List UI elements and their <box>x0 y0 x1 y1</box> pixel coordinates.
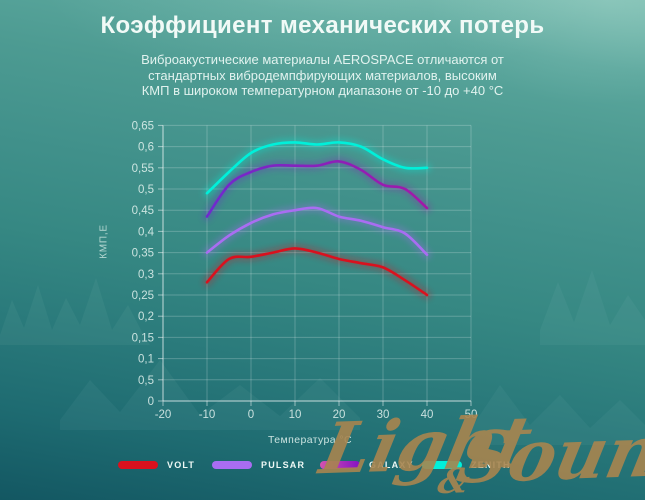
x-axis-title: Температура °С <box>268 434 352 446</box>
legend-swatch-volt <box>118 461 158 469</box>
svg-text:30: 30 <box>377 409 390 421</box>
chart-legend: VOLT PULSAR GALAXY ZENITH <box>0 457 645 475</box>
svg-text:0,25: 0,25 <box>132 290 154 302</box>
subtitle-line-3: КМП в широком температурном диапазоне от… <box>141 83 504 98</box>
svg-text:50: 50 <box>465 409 478 421</box>
legend-swatch-zenith <box>422 461 462 469</box>
svg-text:0: 0 <box>148 396 154 408</box>
svg-text:0,6: 0,6 <box>138 142 154 154</box>
legend-label-pulsar: PULSAR <box>261 460 306 470</box>
svg-text:0,15: 0,15 <box>132 332 154 344</box>
legend-item-galaxy: GALAXY <box>320 457 414 473</box>
svg-text:0,1: 0,1 <box>138 354 154 366</box>
legend-label-galaxy: GALAXY <box>369 460 414 470</box>
subtitle: Виброакустические материалы AEROSPACE от… <box>0 52 645 99</box>
svg-text:0,5: 0,5 <box>138 375 154 387</box>
legend-item-volt: VOLT <box>118 457 195 473</box>
svg-text:0,4: 0,4 <box>138 226 155 238</box>
svg-text:0,3: 0,3 <box>138 269 154 281</box>
svg-text:0: 0 <box>248 409 254 421</box>
header: Коэффициент механических потерь Виброаку… <box>0 12 645 99</box>
svg-text:0,65: 0,65 <box>132 120 154 132</box>
page-title: Коэффициент механических потерь <box>100 12 545 39</box>
svg-text:0,55: 0,55 <box>132 163 154 175</box>
svg-text:40: 40 <box>421 409 434 421</box>
legend-item-zenith: ZENITH <box>422 457 511 473</box>
legend-item-pulsar: PULSAR <box>212 457 305 473</box>
svg-text:0,5: 0,5 <box>138 184 154 196</box>
svg-text:0,45: 0,45 <box>132 205 154 217</box>
svg-text:0,2: 0,2 <box>138 311 154 323</box>
legend-swatch-pulsar <box>212 461 252 469</box>
svg-text:20: 20 <box>333 409 346 421</box>
legend-label-zenith: ZENITH <box>471 460 511 470</box>
series-lines <box>205 141 429 297</box>
legend-swatch-galaxy <box>320 461 360 469</box>
legend-label-volt: VOLT <box>167 460 196 470</box>
svg-text:0,35: 0,35 <box>132 248 154 260</box>
svg-text:-10: -10 <box>199 409 216 421</box>
subtitle-line-1: Виброакустические материалы AEROSPACE от… <box>141 52 504 67</box>
subtitle-line-2: стандартных вибродемпфирующих материалов… <box>148 67 497 83</box>
svg-text:10: 10 <box>289 409 302 421</box>
svg-text:-20: -20 <box>155 409 172 421</box>
chart-tick-labels: 0 0,5 0,1 0,15 0,2 0,25 0,3 0,35 0,4 0,45 0,5 0,55 0… <box>132 120 478 421</box>
chart-axes <box>158 124 472 406</box>
